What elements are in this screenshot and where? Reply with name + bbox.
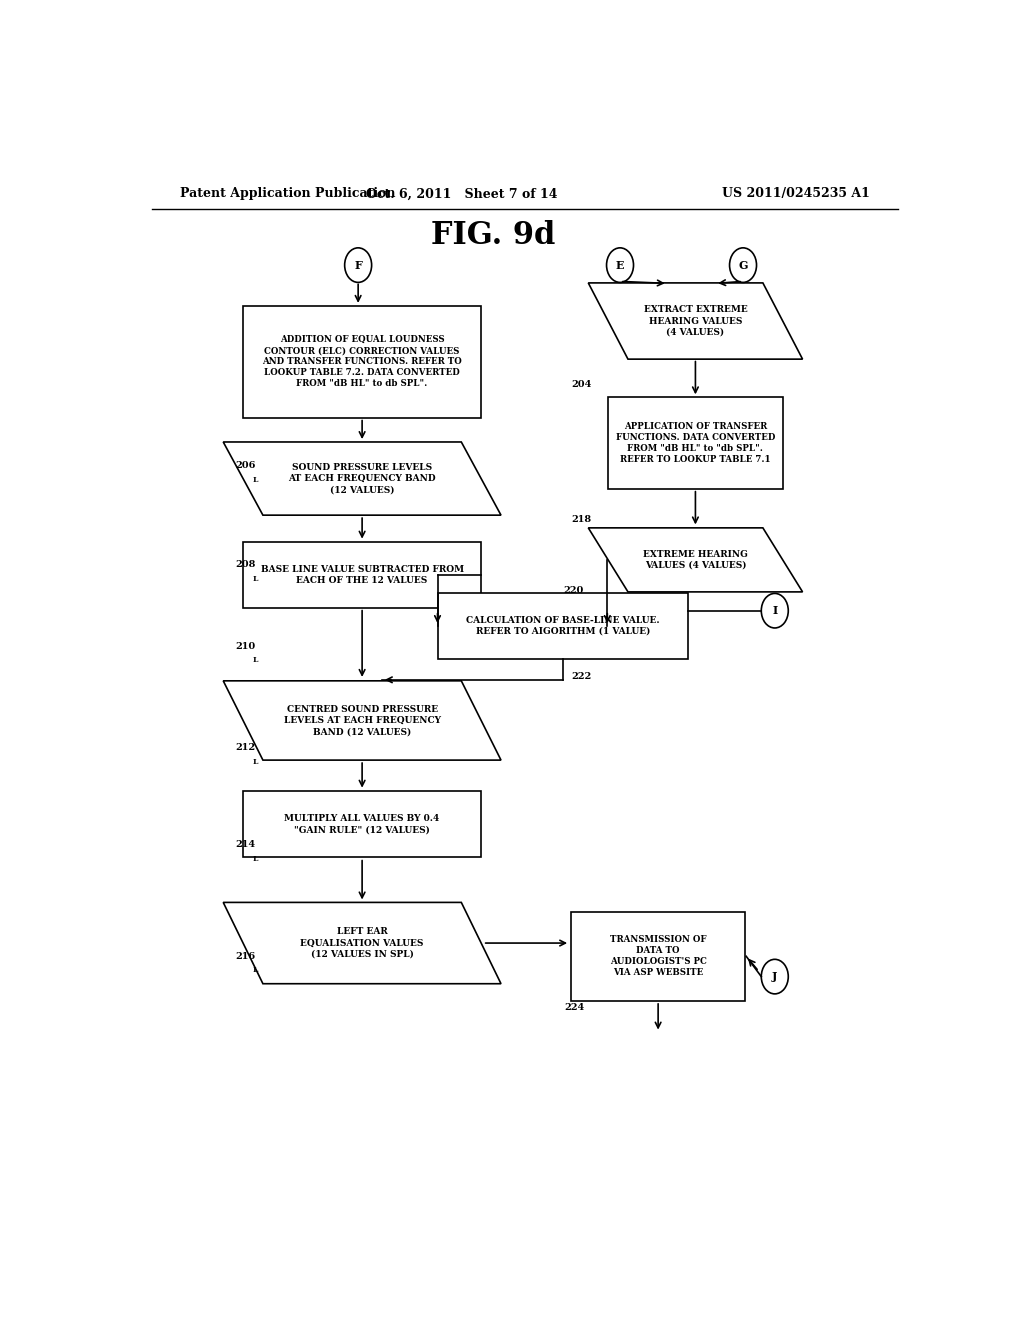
Text: L: L	[253, 966, 258, 974]
Text: 210: 210	[236, 642, 255, 651]
Text: 216: 216	[236, 952, 255, 961]
Text: CALCULATION OF BASE-LINE VALUE.
REFER TO AIGORITHM (1 VALUE): CALCULATION OF BASE-LINE VALUE. REFER TO…	[466, 616, 659, 636]
Polygon shape	[223, 442, 501, 515]
Text: 224: 224	[564, 1003, 585, 1011]
Text: US 2011/0245235 A1: US 2011/0245235 A1	[722, 187, 870, 201]
Text: APPLICATION OF TRANSFER
FUNCTIONS. DATA CONVERTED
FROM "dB HL" to "db SPL".
REFE: APPLICATION OF TRANSFER FUNCTIONS. DATA …	[615, 422, 775, 465]
FancyBboxPatch shape	[438, 593, 688, 659]
Text: J: J	[772, 972, 777, 982]
Text: CENTRED SOUND PRESSURE
LEVELS AT EACH FREQUENCY
BAND (12 VALUES): CENTRED SOUND PRESSURE LEVELS AT EACH FR…	[284, 705, 440, 737]
Text: 212: 212	[236, 743, 255, 752]
Polygon shape	[588, 528, 803, 591]
Text: 218: 218	[570, 515, 591, 524]
Text: L: L	[253, 758, 258, 766]
Text: FIG. 9d: FIG. 9d	[431, 220, 555, 251]
Text: EXTRACT EXTREME
HEARING VALUES
(4 VALUES): EXTRACT EXTREME HEARING VALUES (4 VALUES…	[643, 305, 748, 337]
Text: L: L	[253, 656, 258, 664]
Text: E: E	[615, 260, 625, 271]
Text: 206: 206	[236, 461, 256, 470]
Text: L: L	[253, 576, 258, 583]
Text: EXTREME HEARING
VALUES (4 VALUES): EXTREME HEARING VALUES (4 VALUES)	[643, 550, 748, 570]
Text: L: L	[253, 854, 258, 863]
Text: I: I	[772, 605, 777, 616]
FancyBboxPatch shape	[243, 791, 481, 857]
Text: L: L	[253, 475, 258, 483]
Text: G: G	[738, 260, 748, 271]
Polygon shape	[223, 681, 501, 760]
Text: 214: 214	[236, 840, 255, 849]
FancyBboxPatch shape	[570, 912, 745, 1001]
Text: BASE LINE VALUE SUBTRACTED FROM
EACH OF THE 12 VALUES: BASE LINE VALUE SUBTRACTED FROM EACH OF …	[260, 565, 464, 585]
FancyBboxPatch shape	[243, 306, 481, 417]
Text: 208: 208	[236, 561, 256, 569]
Text: 220: 220	[563, 586, 584, 595]
Text: 222: 222	[570, 672, 591, 681]
Text: SOUND PRESSURE LEVELS
AT EACH FREQUENCY BAND
(12 VALUES): SOUND PRESSURE LEVELS AT EACH FREQUENCY …	[289, 463, 436, 494]
Text: 204: 204	[570, 380, 591, 388]
Text: LEFT EAR
EQUALISATION VALUES
(12 VALUES IN SPL): LEFT EAR EQUALISATION VALUES (12 VALUES …	[300, 928, 424, 958]
Text: TRANSMISSION OF
DATA TO
AUDIOLOGIST'S PC
VIA ASP WEBSITE: TRANSMISSION OF DATA TO AUDIOLOGIST'S PC…	[609, 935, 707, 977]
Polygon shape	[223, 903, 501, 983]
Text: F: F	[354, 260, 362, 271]
FancyBboxPatch shape	[608, 397, 782, 488]
Text: Oct. 6, 2011   Sheet 7 of 14: Oct. 6, 2011 Sheet 7 of 14	[366, 187, 557, 201]
Text: ADDITION OF EQUAL LOUDNESS
CONTOUR (ELC) CORRECTION VALUES
AND TRANSFER FUNCTION: ADDITION OF EQUAL LOUDNESS CONTOUR (ELC)…	[262, 335, 462, 388]
FancyBboxPatch shape	[243, 543, 481, 609]
Polygon shape	[588, 282, 803, 359]
Text: MULTIPLY ALL VALUES BY 0.4
"GAIN RULE" (12 VALUES): MULTIPLY ALL VALUES BY 0.4 "GAIN RULE" (…	[285, 814, 439, 834]
Text: Patent Application Publication: Patent Application Publication	[179, 187, 395, 201]
